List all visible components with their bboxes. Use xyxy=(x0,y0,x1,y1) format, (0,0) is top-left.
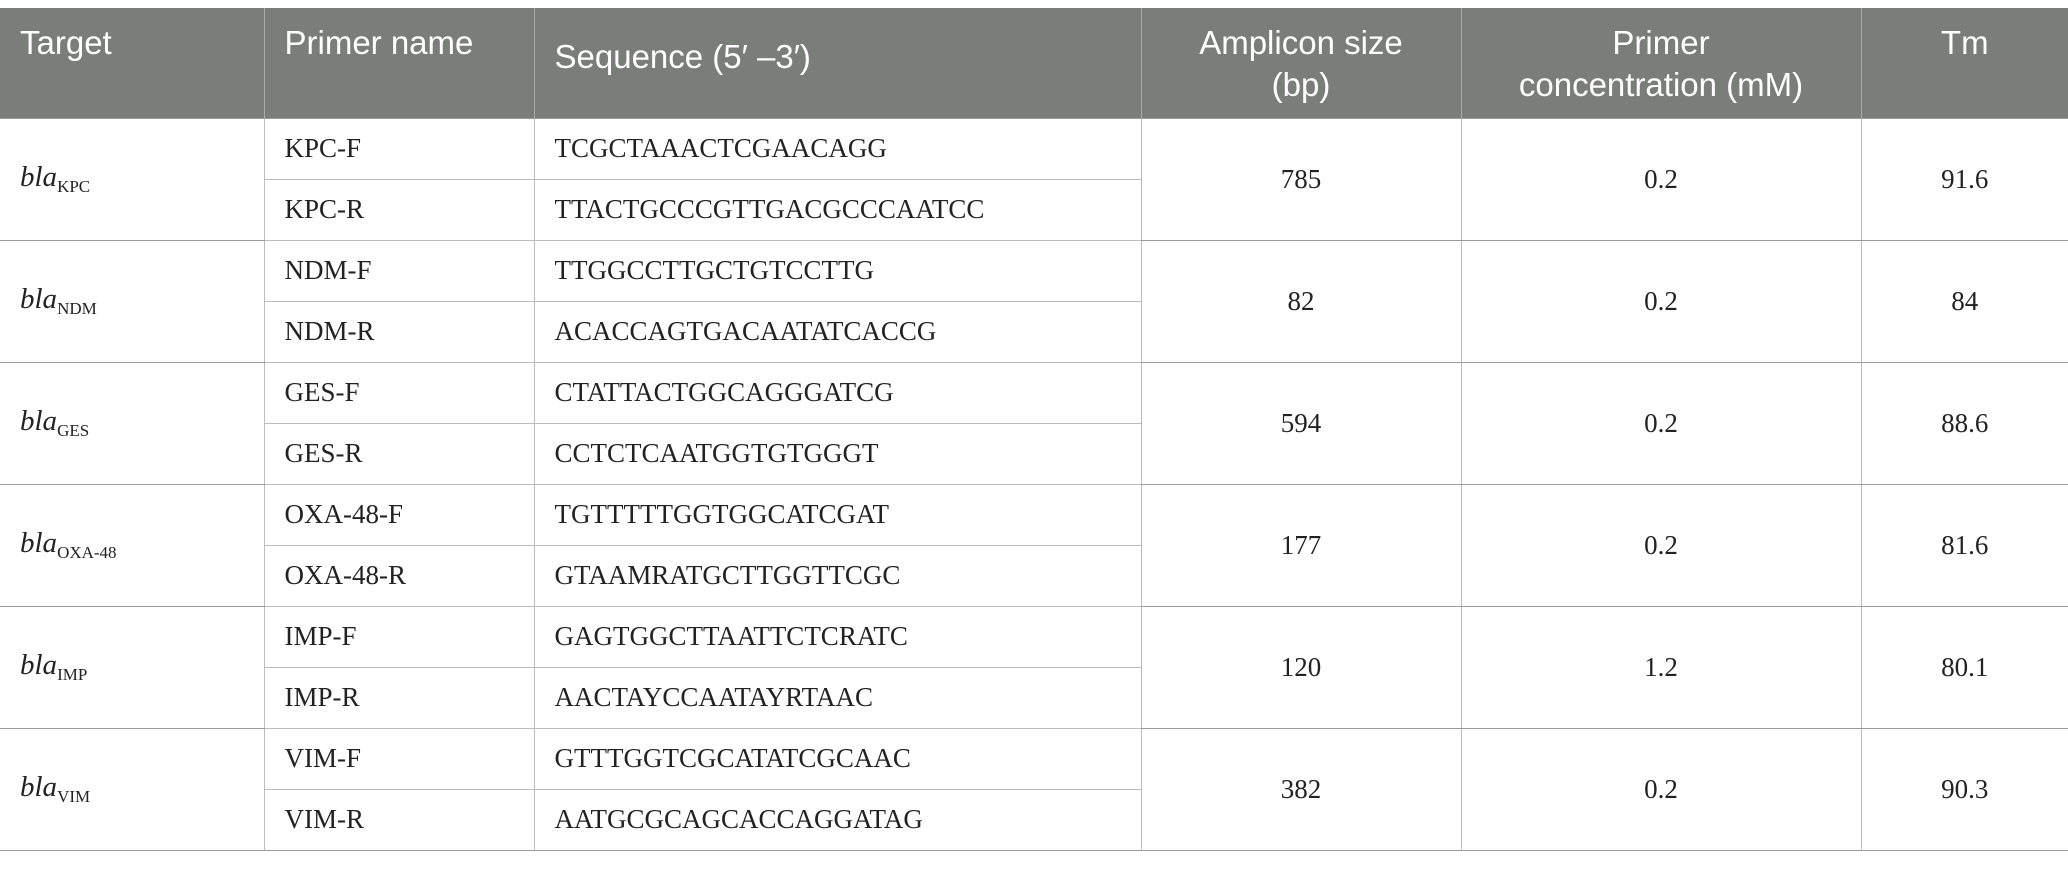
table-row: blaIMP IMP-F GAGTGGCTTAATTCTCRATC 120 1.2 80.… xyxy=(0,605,2068,729)
sequence-cell: AACTAYCCAATAYRTAAC xyxy=(533,666,1141,729)
header-amplicon-line2: (bp) xyxy=(1271,66,1331,103)
tm-cell: 91.6 xyxy=(1860,117,2068,241)
primer-name-cell: IMP-R xyxy=(264,666,535,729)
sequence-cell: GAGTGGCTTAATTCTCRATC xyxy=(533,605,1142,668)
target-gene-prefix: bla xyxy=(20,771,58,803)
table-body: blaKPC KPC-F TCGCTAAACTCGAACAGG 785 0.2 91.6 K… xyxy=(0,117,2068,851)
amplicon-size-cell: 785 xyxy=(1140,117,1462,241)
primer-name-cell: VIM-R xyxy=(264,788,535,851)
table-row: blaGES GES-F CTATTACTGGCAGGGATCG 594 0.2 88.6 xyxy=(0,361,2068,485)
table-row: blaVIM VIM-F GTTTGGTCGCATATCGCAAC 382 0.2 90.… xyxy=(0,727,2068,851)
concentration-cell: 0.2 xyxy=(1460,483,1862,607)
primer-table-container: Target Primer name Sequence (5′ –3′) Amp… xyxy=(0,8,2068,851)
target-gene-cell: blaOXA-48 xyxy=(0,483,265,607)
table-row: OXA-48-R GTAAMRATGCTTGGTTCGC xyxy=(0,544,2068,607)
target-gene-subscript: NDM xyxy=(57,299,97,318)
sequence-cell: AATGCGCAGCACCAGGATAG xyxy=(533,788,1141,851)
sequence-cell: TTGGCCTTGCTGTCCTTG xyxy=(533,239,1142,302)
amplicon-size-cell: 177 xyxy=(1140,483,1462,607)
concentration-cell: 1.2 xyxy=(1460,605,1862,729)
concentration-cell: 0.2 xyxy=(1460,239,1862,363)
target-gene-subscript: GES xyxy=(57,421,90,440)
target-gene-cell: blaIMP xyxy=(0,605,265,729)
primer-name-cell: NDM-F xyxy=(263,239,535,302)
header-target: Target xyxy=(0,8,264,118)
header-concentration-line2: concentration (mM) xyxy=(1518,66,1804,103)
concentration-cell: 0.2 xyxy=(1460,117,1862,241)
primer-name-cell: VIM-F xyxy=(263,727,535,790)
header-row: Target Primer name Sequence (5′ –3′) Amp… xyxy=(0,8,2068,118)
target-gene-cell: blaGES xyxy=(0,361,265,485)
target-gene-cell: blaKPC xyxy=(0,117,265,241)
tm-cell: 84 xyxy=(1860,239,2068,363)
header-concentration-line1: Primer xyxy=(1612,24,1710,61)
table-row: blaNDM NDM-F TTGGCCTTGCTGTCCTTG 82 0.2 84 xyxy=(0,239,2068,363)
table-row: blaKPC KPC-F TCGCTAAACTCGAACAGG 785 0.2 91.6 xyxy=(0,117,2068,241)
sequence-cell: ACACCAGTGACAATATCACCG xyxy=(533,300,1141,363)
sequence-cell: GTAAMRATGCTTGGTTCGC xyxy=(533,544,1141,607)
table-row: blaOXA-48 OXA-48-F TGTTTTTGGTGGCATCGAT 177 0… xyxy=(0,483,2068,607)
sequence-cell: TGTTTTTGGTGGCATCGAT xyxy=(533,483,1142,546)
concentration-cell: 0.2 xyxy=(1460,361,1862,485)
sequence-cell: CCTCTCAATGGTGTGGGT xyxy=(533,422,1141,485)
tm-cell: 81.6 xyxy=(1860,483,2068,607)
target-gene-subscript: VIM xyxy=(57,787,91,806)
sequence-cell: TTACTGCCCGTTGACGCCCAATCC xyxy=(533,178,1141,241)
header-sequence: Sequence (5′ –3′) xyxy=(533,8,1141,118)
primer-name-cell: NDM-R xyxy=(264,300,535,363)
amplicon-size-cell: 120 xyxy=(1140,605,1462,729)
concentration-cell: 0.2 xyxy=(1460,727,1862,851)
target-gene-prefix: bla xyxy=(20,527,58,559)
table-row: IMP-R AACTAYCCAATAYRTAAC xyxy=(0,666,2068,729)
tm-cell: 80.1 xyxy=(1860,605,2068,729)
sequence-cell: GTTTGGTCGCATATCGCAAC xyxy=(533,727,1142,790)
tm-cell: 90.3 xyxy=(1860,727,2068,851)
primer-name-cell: GES-R xyxy=(264,422,535,485)
header-amplicon-line1: Amplicon size xyxy=(1199,24,1403,61)
target-gene-subscript: OXA-48 xyxy=(57,543,117,562)
target-gene-prefix: bla xyxy=(20,405,58,437)
primer-table: Target Primer name Sequence (5′ –3′) Amp… xyxy=(0,8,2068,851)
primer-name-cell: OXA-48-F xyxy=(263,483,535,546)
table-row: NDM-R ACACCAGTGACAATATCACCG xyxy=(0,300,2068,363)
amplicon-size-cell: 382 xyxy=(1140,727,1462,851)
sequence-cell: CTATTACTGGCAGGGATCG xyxy=(533,361,1142,424)
header-amplicon-size: Amplicon size (bp) xyxy=(1140,8,1461,118)
primer-name-cell: GES-F xyxy=(263,361,535,424)
header-tm: Tm xyxy=(1860,8,2068,118)
table-row: VIM-R AATGCGCAGCACCAGGATAG xyxy=(0,788,2068,851)
amplicon-size-cell: 82 xyxy=(1140,239,1462,363)
table-row: KPC-R TTACTGCCCGTTGACGCCCAATCC xyxy=(0,178,2068,241)
target-gene-prefix: bla xyxy=(20,283,58,315)
target-gene-cell: blaVIM xyxy=(0,727,265,851)
table-row: GES-R CCTCTCAATGGTGTGGGT xyxy=(0,422,2068,485)
sequence-cell: TCGCTAAACTCGAACAGG xyxy=(533,117,1142,180)
target-gene-cell: blaNDM xyxy=(0,239,265,363)
tm-cell: 88.6 xyxy=(1860,361,2068,485)
primer-name-cell: OXA-48-R xyxy=(264,544,535,607)
primer-name-cell: KPC-F xyxy=(263,117,535,180)
target-gene-subscript: KPC xyxy=(57,177,91,196)
primer-name-cell: KPC-R xyxy=(264,178,535,241)
target-gene-subscript: IMP xyxy=(57,665,88,684)
target-gene-prefix: bla xyxy=(20,649,58,681)
header-primer-name: Primer name xyxy=(263,8,534,118)
table-header: Target Primer name Sequence (5′ –3′) Amp… xyxy=(0,8,2068,118)
header-primer-concentration: Primer concentration (mM) xyxy=(1460,8,1861,118)
target-gene-prefix: bla xyxy=(20,161,58,193)
amplicon-size-cell: 594 xyxy=(1140,361,1462,485)
primer-name-cell: IMP-F xyxy=(263,605,535,668)
